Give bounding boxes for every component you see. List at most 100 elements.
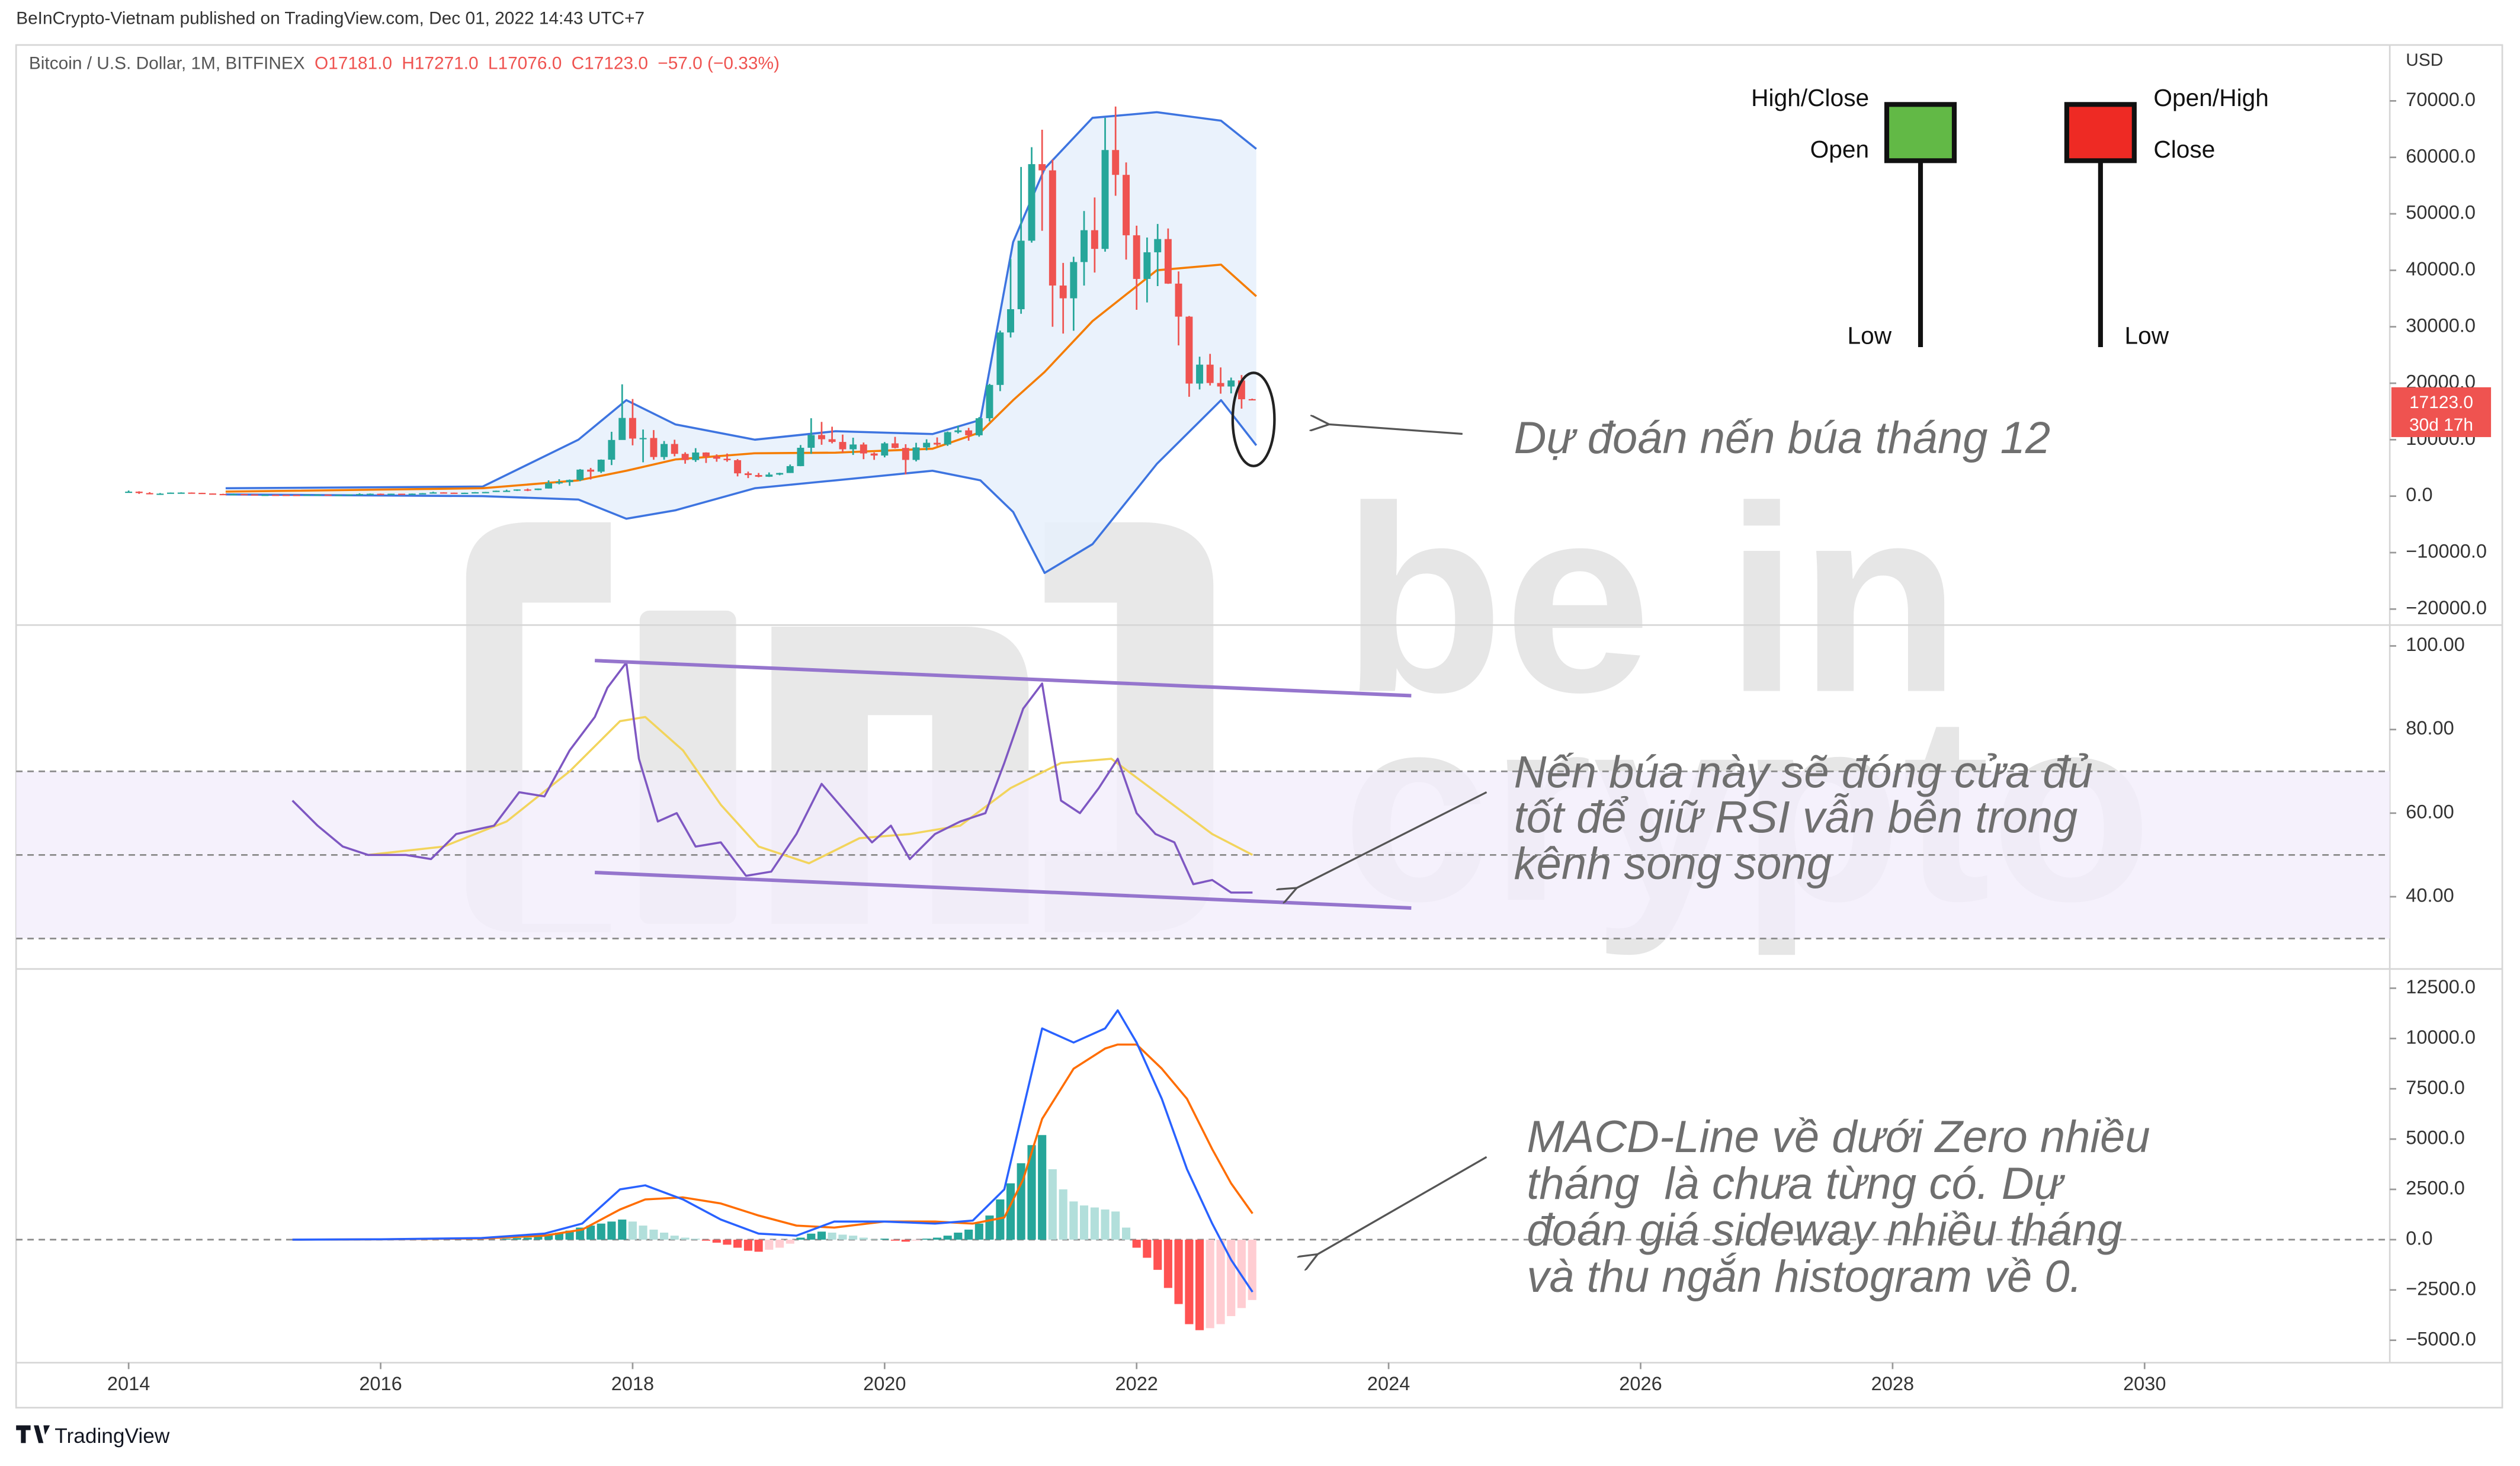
candle-body bbox=[839, 442, 847, 450]
candle-body bbox=[230, 494, 238, 496]
y-tick-label: 5000.0 bbox=[2406, 1127, 2465, 1149]
histogram-bar bbox=[996, 1199, 1005, 1240]
candle-body bbox=[1049, 170, 1056, 286]
histogram-bar bbox=[1017, 1163, 1025, 1240]
histogram-bar bbox=[649, 1229, 658, 1240]
ohlc-low: L17076.0 bbox=[488, 54, 562, 73]
candle-body bbox=[429, 492, 437, 494]
y-tick-label: −10000.0 bbox=[2406, 541, 2487, 562]
histogram-bar bbox=[628, 1221, 637, 1240]
candle-body bbox=[702, 452, 710, 457]
histogram-bar bbox=[670, 1236, 679, 1240]
histogram-bar bbox=[880, 1239, 889, 1240]
candle-body bbox=[807, 435, 815, 448]
candle-body bbox=[387, 493, 395, 495]
histogram-bar bbox=[712, 1239, 721, 1243]
candle-body bbox=[629, 418, 636, 439]
candle-body bbox=[1081, 230, 1088, 262]
annotation-text: và thu ngắn histogram về 0. bbox=[1527, 1252, 2082, 1302]
histogram-bar bbox=[1143, 1239, 1152, 1258]
bollinger-upper bbox=[225, 111, 1257, 490]
candle-body bbox=[366, 493, 374, 495]
candle-body bbox=[513, 489, 521, 491]
histogram-bar bbox=[943, 1236, 952, 1240]
candle-body bbox=[534, 488, 542, 490]
histogram-bar bbox=[523, 1237, 532, 1240]
candle-body bbox=[398, 493, 406, 495]
histogram-bar bbox=[954, 1232, 963, 1240]
histogram-bar bbox=[733, 1239, 742, 1248]
annotation-text: đoán giá sideway nhiều tháng bbox=[1527, 1205, 2122, 1256]
candle-body bbox=[219, 493, 227, 496]
legend-bull-body bbox=[1884, 102, 1957, 163]
legend-label: Low bbox=[1848, 322, 1892, 349]
candle-body bbox=[597, 460, 605, 472]
candle-body bbox=[1112, 150, 1120, 175]
candle-body bbox=[303, 495, 311, 496]
frame bbox=[15, 44, 2503, 1409]
annotation-text: kênh song song bbox=[1514, 839, 1832, 889]
histogram-bar bbox=[922, 1239, 931, 1240]
histogram-bar bbox=[554, 1232, 563, 1240]
rsi-ma bbox=[368, 716, 1253, 865]
candle-body bbox=[723, 458, 731, 460]
histogram-bar bbox=[1216, 1239, 1225, 1324]
candle-body bbox=[1070, 262, 1078, 299]
x-tick-label: 2016 bbox=[359, 1373, 402, 1394]
candle-body bbox=[828, 439, 836, 442]
histogram-bar bbox=[607, 1221, 616, 1240]
candle-body bbox=[975, 418, 983, 435]
histogram-bar bbox=[1163, 1239, 1172, 1288]
histogram-bar bbox=[765, 1239, 774, 1250]
candle-body bbox=[450, 492, 458, 494]
histogram-bar bbox=[912, 1239, 921, 1241]
candle-body bbox=[1038, 164, 1046, 171]
histogram-bar bbox=[838, 1234, 847, 1240]
histogram-bar bbox=[1132, 1239, 1141, 1248]
x-tick-label: 2014 bbox=[107, 1373, 150, 1394]
candle-body bbox=[870, 453, 878, 456]
histogram-bar bbox=[870, 1239, 879, 1240]
histogram-bar bbox=[534, 1236, 543, 1240]
histogram-bar bbox=[1059, 1189, 1067, 1240]
candle-body bbox=[419, 493, 427, 495]
histogram-bar bbox=[786, 1239, 794, 1244]
candle-body bbox=[356, 494, 363, 496]
candle-body bbox=[377, 493, 384, 495]
legend-label: High/Close bbox=[1751, 84, 1869, 111]
histogram-bar bbox=[859, 1237, 868, 1240]
histogram-bar bbox=[901, 1239, 910, 1242]
histogram-bar bbox=[974, 1223, 983, 1240]
histogram-bar bbox=[1185, 1239, 1194, 1324]
annotation-arrow bbox=[1296, 791, 1487, 888]
candle-body bbox=[188, 492, 195, 494]
x-tick-label: 2018 bbox=[611, 1373, 654, 1394]
candle-body bbox=[1133, 235, 1140, 279]
candle-body bbox=[1154, 239, 1162, 252]
histogram-bar bbox=[660, 1232, 669, 1240]
histogram-bar bbox=[743, 1239, 753, 1251]
histogram-bar bbox=[681, 1237, 690, 1240]
highlight-circle bbox=[1231, 371, 1276, 467]
candle-body bbox=[765, 474, 773, 477]
histogram-bar bbox=[1248, 1239, 1256, 1300]
candle-body bbox=[324, 494, 332, 496]
candle-body bbox=[734, 460, 742, 474]
annotation-arrow bbox=[1316, 1156, 1487, 1255]
annotation-text: tốt để giữ RSI vẫn bên trong bbox=[1514, 792, 2078, 842]
candle-body bbox=[166, 492, 174, 494]
tv-logo bbox=[16, 1425, 50, 1443]
signal-line bbox=[292, 1043, 1253, 1241]
candle-body bbox=[639, 438, 647, 440]
histogram-bar bbox=[1111, 1211, 1120, 1240]
symbol-title: Bitcoin / U.S. Dollar, 1M, BITFINEX bbox=[29, 54, 305, 73]
candle-body bbox=[1143, 252, 1151, 279]
symbol-legend: Bitcoin / U.S. Dollar, 1M, BITFINEX O1718… bbox=[29, 54, 780, 73]
candle-body bbox=[986, 384, 993, 419]
candle-body bbox=[860, 444, 867, 454]
candle-body bbox=[618, 418, 626, 440]
candle-body bbox=[125, 492, 133, 493]
candle-body bbox=[345, 494, 353, 496]
